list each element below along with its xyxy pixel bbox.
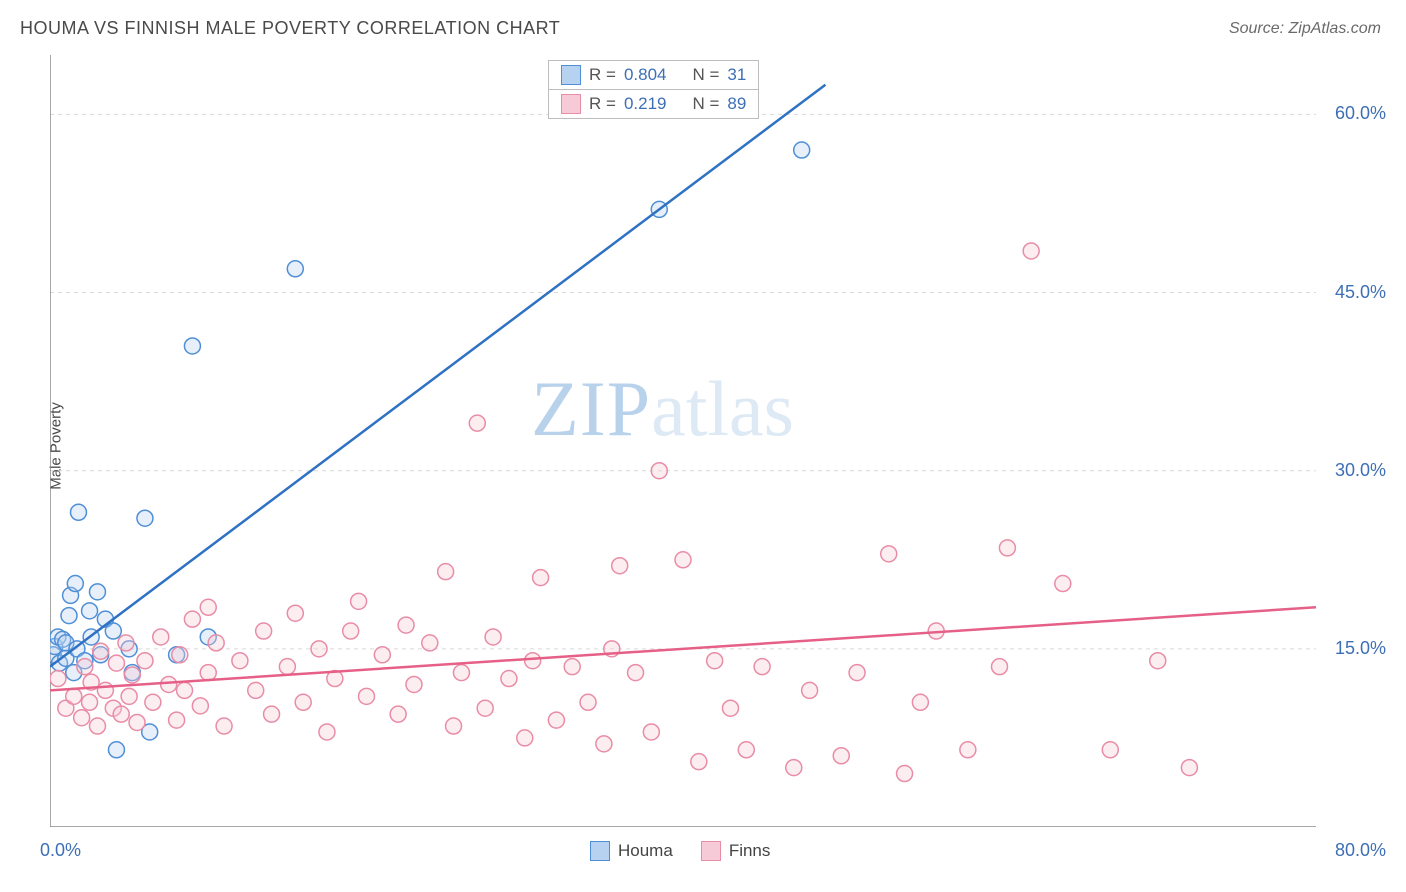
legend-swatch-finns bbox=[701, 841, 721, 861]
legend-item-houma: Houma bbox=[590, 841, 673, 861]
swatch-finns bbox=[561, 94, 581, 114]
source-attribution: Source: ZipAtlas.com bbox=[1229, 20, 1381, 38]
stats-row-houma: R = 0.804 N = 31 bbox=[549, 61, 758, 89]
swatch-houma bbox=[561, 65, 581, 85]
correlation-stats-box: R = 0.804 N = 31 R = 0.219 N = 89 bbox=[548, 60, 759, 119]
y-tick-label: 60.0% bbox=[1326, 103, 1386, 124]
chart-title: HOUMA VS FINNISH MALE POVERTY CORRELATIO… bbox=[20, 18, 560, 39]
scatter-plot-svg bbox=[50, 55, 1316, 827]
legend-swatch-houma bbox=[590, 841, 610, 861]
legend-label-houma: Houma bbox=[618, 841, 673, 861]
n-value-houma: 31 bbox=[727, 65, 746, 85]
n-label: N = bbox=[692, 65, 719, 85]
series-legend: Houma Finns bbox=[590, 841, 770, 861]
y-tick-label: 30.0% bbox=[1326, 460, 1386, 481]
legend-label-finns: Finns bbox=[729, 841, 771, 861]
n-label: N = bbox=[692, 94, 719, 114]
x-axis-end-label: 80.0% bbox=[1335, 840, 1386, 861]
y-tick-label: 15.0% bbox=[1326, 638, 1386, 659]
chart-area: ZIPatlas R = 0.804 N = 31 R = 0.219 N = … bbox=[50, 55, 1316, 827]
x-axis-start-label: 0.0% bbox=[40, 840, 81, 861]
y-tick-label: 45.0% bbox=[1326, 282, 1386, 303]
n-value-finns: 89 bbox=[727, 94, 746, 114]
r-value-finns: 0.219 bbox=[624, 94, 667, 114]
r-label: R = bbox=[589, 65, 616, 85]
stats-row-finns: R = 0.219 N = 89 bbox=[549, 89, 758, 118]
r-value-houma: 0.804 bbox=[624, 65, 667, 85]
r-label: R = bbox=[589, 94, 616, 114]
legend-item-finns: Finns bbox=[701, 841, 771, 861]
